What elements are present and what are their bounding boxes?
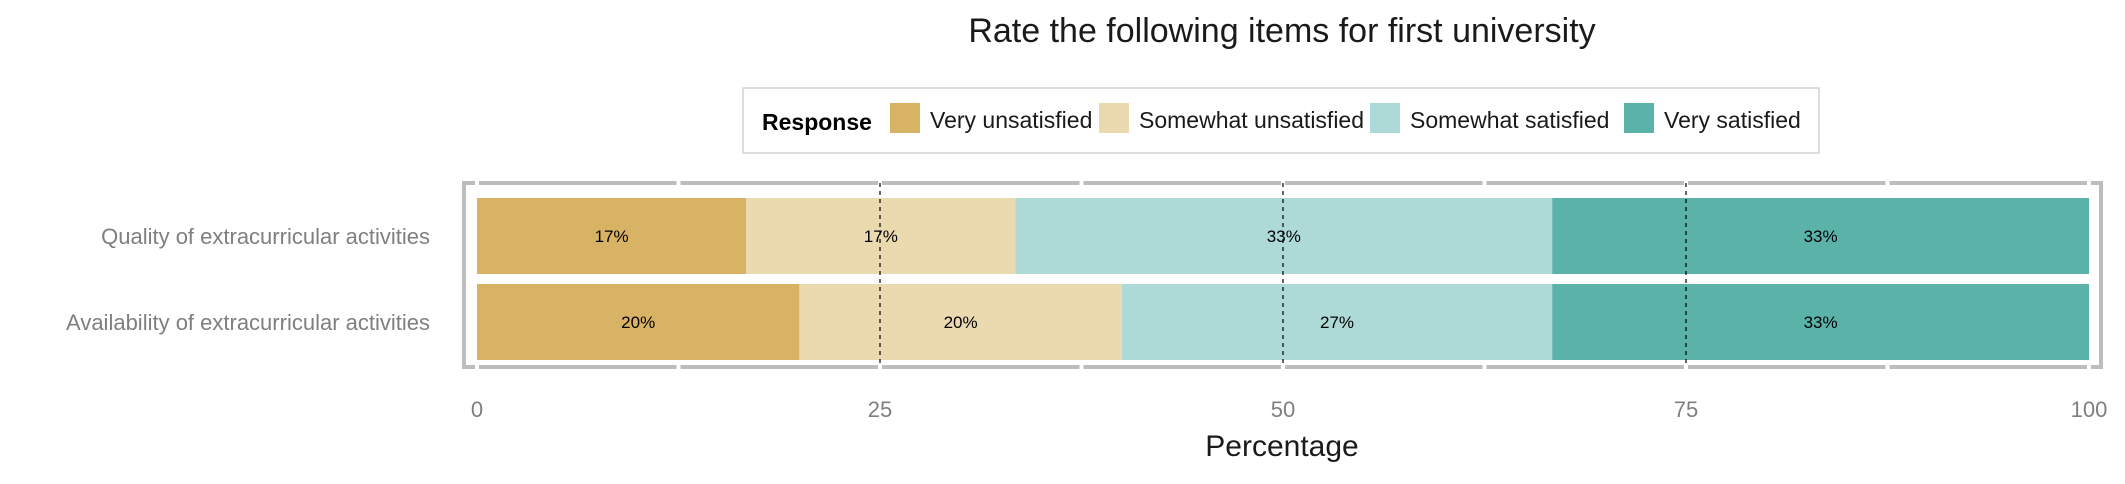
x-tick-label: 100 xyxy=(2071,397,2108,422)
legend: Response Very unsatisfied Somewhat unsati… xyxy=(742,87,1820,154)
category-label: Availability of extracurricular activiti… xyxy=(66,310,430,335)
legend-label-somewhat-unsatisfied: Somewhat unsatisfied xyxy=(1139,107,1364,133)
legend-label-very-unsatisfied: Very unsatisfied xyxy=(930,107,1092,133)
bar-somewhat-satisfied-1 xyxy=(1015,198,1553,274)
bar-very-unsatisfied-2 xyxy=(477,284,800,360)
legend-key-somewhat-satisfied xyxy=(1370,103,1400,133)
data-label: 27% xyxy=(1320,313,1354,332)
x-axis-title: Percentage xyxy=(1205,430,1358,463)
legend-key-very-satisfied xyxy=(1624,103,1654,133)
data-label: 17% xyxy=(864,227,898,246)
bar-somewhat-unsatisfied-2 xyxy=(799,284,1122,360)
bar-somewhat-satisfied-2 xyxy=(1121,284,1553,360)
data-label: 20% xyxy=(621,313,655,332)
bar-very-unsatisfied-1 xyxy=(477,198,747,274)
legend-label-very-satisfied: Very satisfied xyxy=(1664,107,1801,133)
x-tick-label: 0 xyxy=(471,397,483,422)
data-label: 33% xyxy=(1804,313,1838,332)
bars: 17% 17% 33% 33% 20% 20% 27% 33% xyxy=(477,198,2089,360)
bar-somewhat-unsatisfied-1 xyxy=(746,198,1016,274)
data-label: 33% xyxy=(1267,227,1301,246)
category-labels: Quality of extracurricular activities Ava… xyxy=(66,224,430,335)
legend-label-somewhat-satisfied: Somewhat satisfied xyxy=(1410,107,1609,133)
reference-lines xyxy=(879,183,1687,367)
category-label: Quality of extracurricular activities xyxy=(101,224,430,249)
bar-very-satisfied-2 xyxy=(1552,284,2089,360)
data-label: 33% xyxy=(1804,227,1838,246)
x-tick-label: 75 xyxy=(1674,397,1698,422)
x-tick-label: 50 xyxy=(1271,397,1295,422)
legend-title: Response xyxy=(762,109,872,135)
legend-key-somewhat-unsatisfied xyxy=(1099,103,1129,133)
bar-very-satisfied-1 xyxy=(1552,198,2089,274)
legend-key-very-unsatisfied xyxy=(890,103,920,133)
x-tick-label: 25 xyxy=(868,397,892,422)
x-axis-tick-labels: 0 25 50 75 100 xyxy=(471,397,2107,422)
data-label: 17% xyxy=(595,227,629,246)
data-label: 20% xyxy=(944,313,978,332)
chart-title: Rate the following items for first unive… xyxy=(968,12,1595,50)
